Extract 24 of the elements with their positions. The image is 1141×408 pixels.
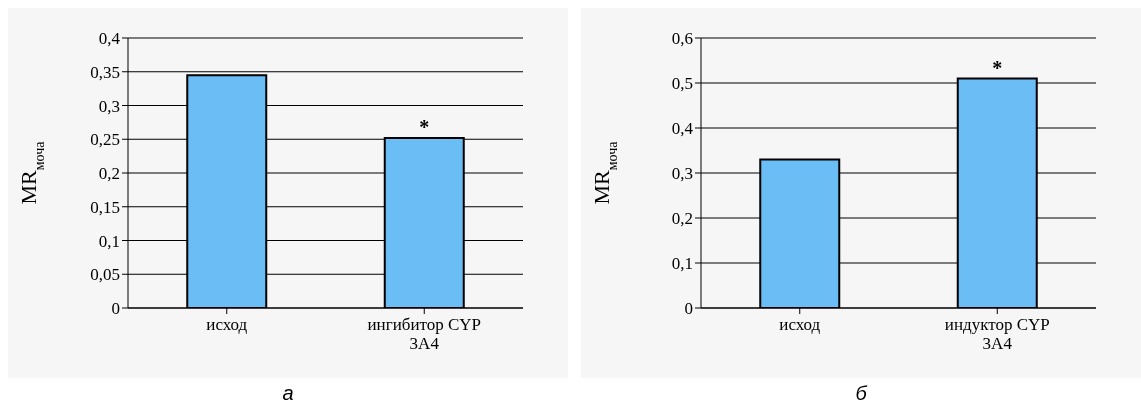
y-tick-label: 0,3 (671, 164, 693, 184)
y-tick-label: 0,15 (90, 197, 120, 217)
y-tick-label: 0,3 (98, 96, 120, 116)
y-tick-label: 0,4 (671, 119, 694, 139)
y-tick-label: 0,5 (671, 74, 693, 94)
y-tick-label: 0,25 (90, 130, 120, 150)
y-tick-label: 0 (684, 299, 693, 319)
x-tick-label: исход (779, 315, 821, 334)
annotation: * (419, 115, 430, 138)
y-tick-label: 0,35 (90, 62, 120, 82)
y-tick-label: 0,4 (98, 29, 121, 49)
y-tick-label: 0,2 (98, 164, 120, 184)
y-tick-label: 0 (111, 299, 120, 319)
text: б (854, 382, 869, 405)
y-tick-label: 0,6 (671, 29, 693, 49)
annotation: * (992, 56, 1003, 79)
y-tick-label: 0,05 (90, 265, 120, 285)
y-tick-label: 0,1 (671, 254, 693, 274)
y-tick-label: 0,1 (98, 231, 120, 251)
text: а (281, 382, 295, 405)
y-tick-label: 0,2 (671, 209, 693, 229)
x-tick-label: исход (206, 315, 248, 334)
x-tick-label: ингибитор CYP 3A4 (367, 315, 482, 353)
x-tick-label: индуктор CYP 3A4 (944, 315, 1050, 353)
